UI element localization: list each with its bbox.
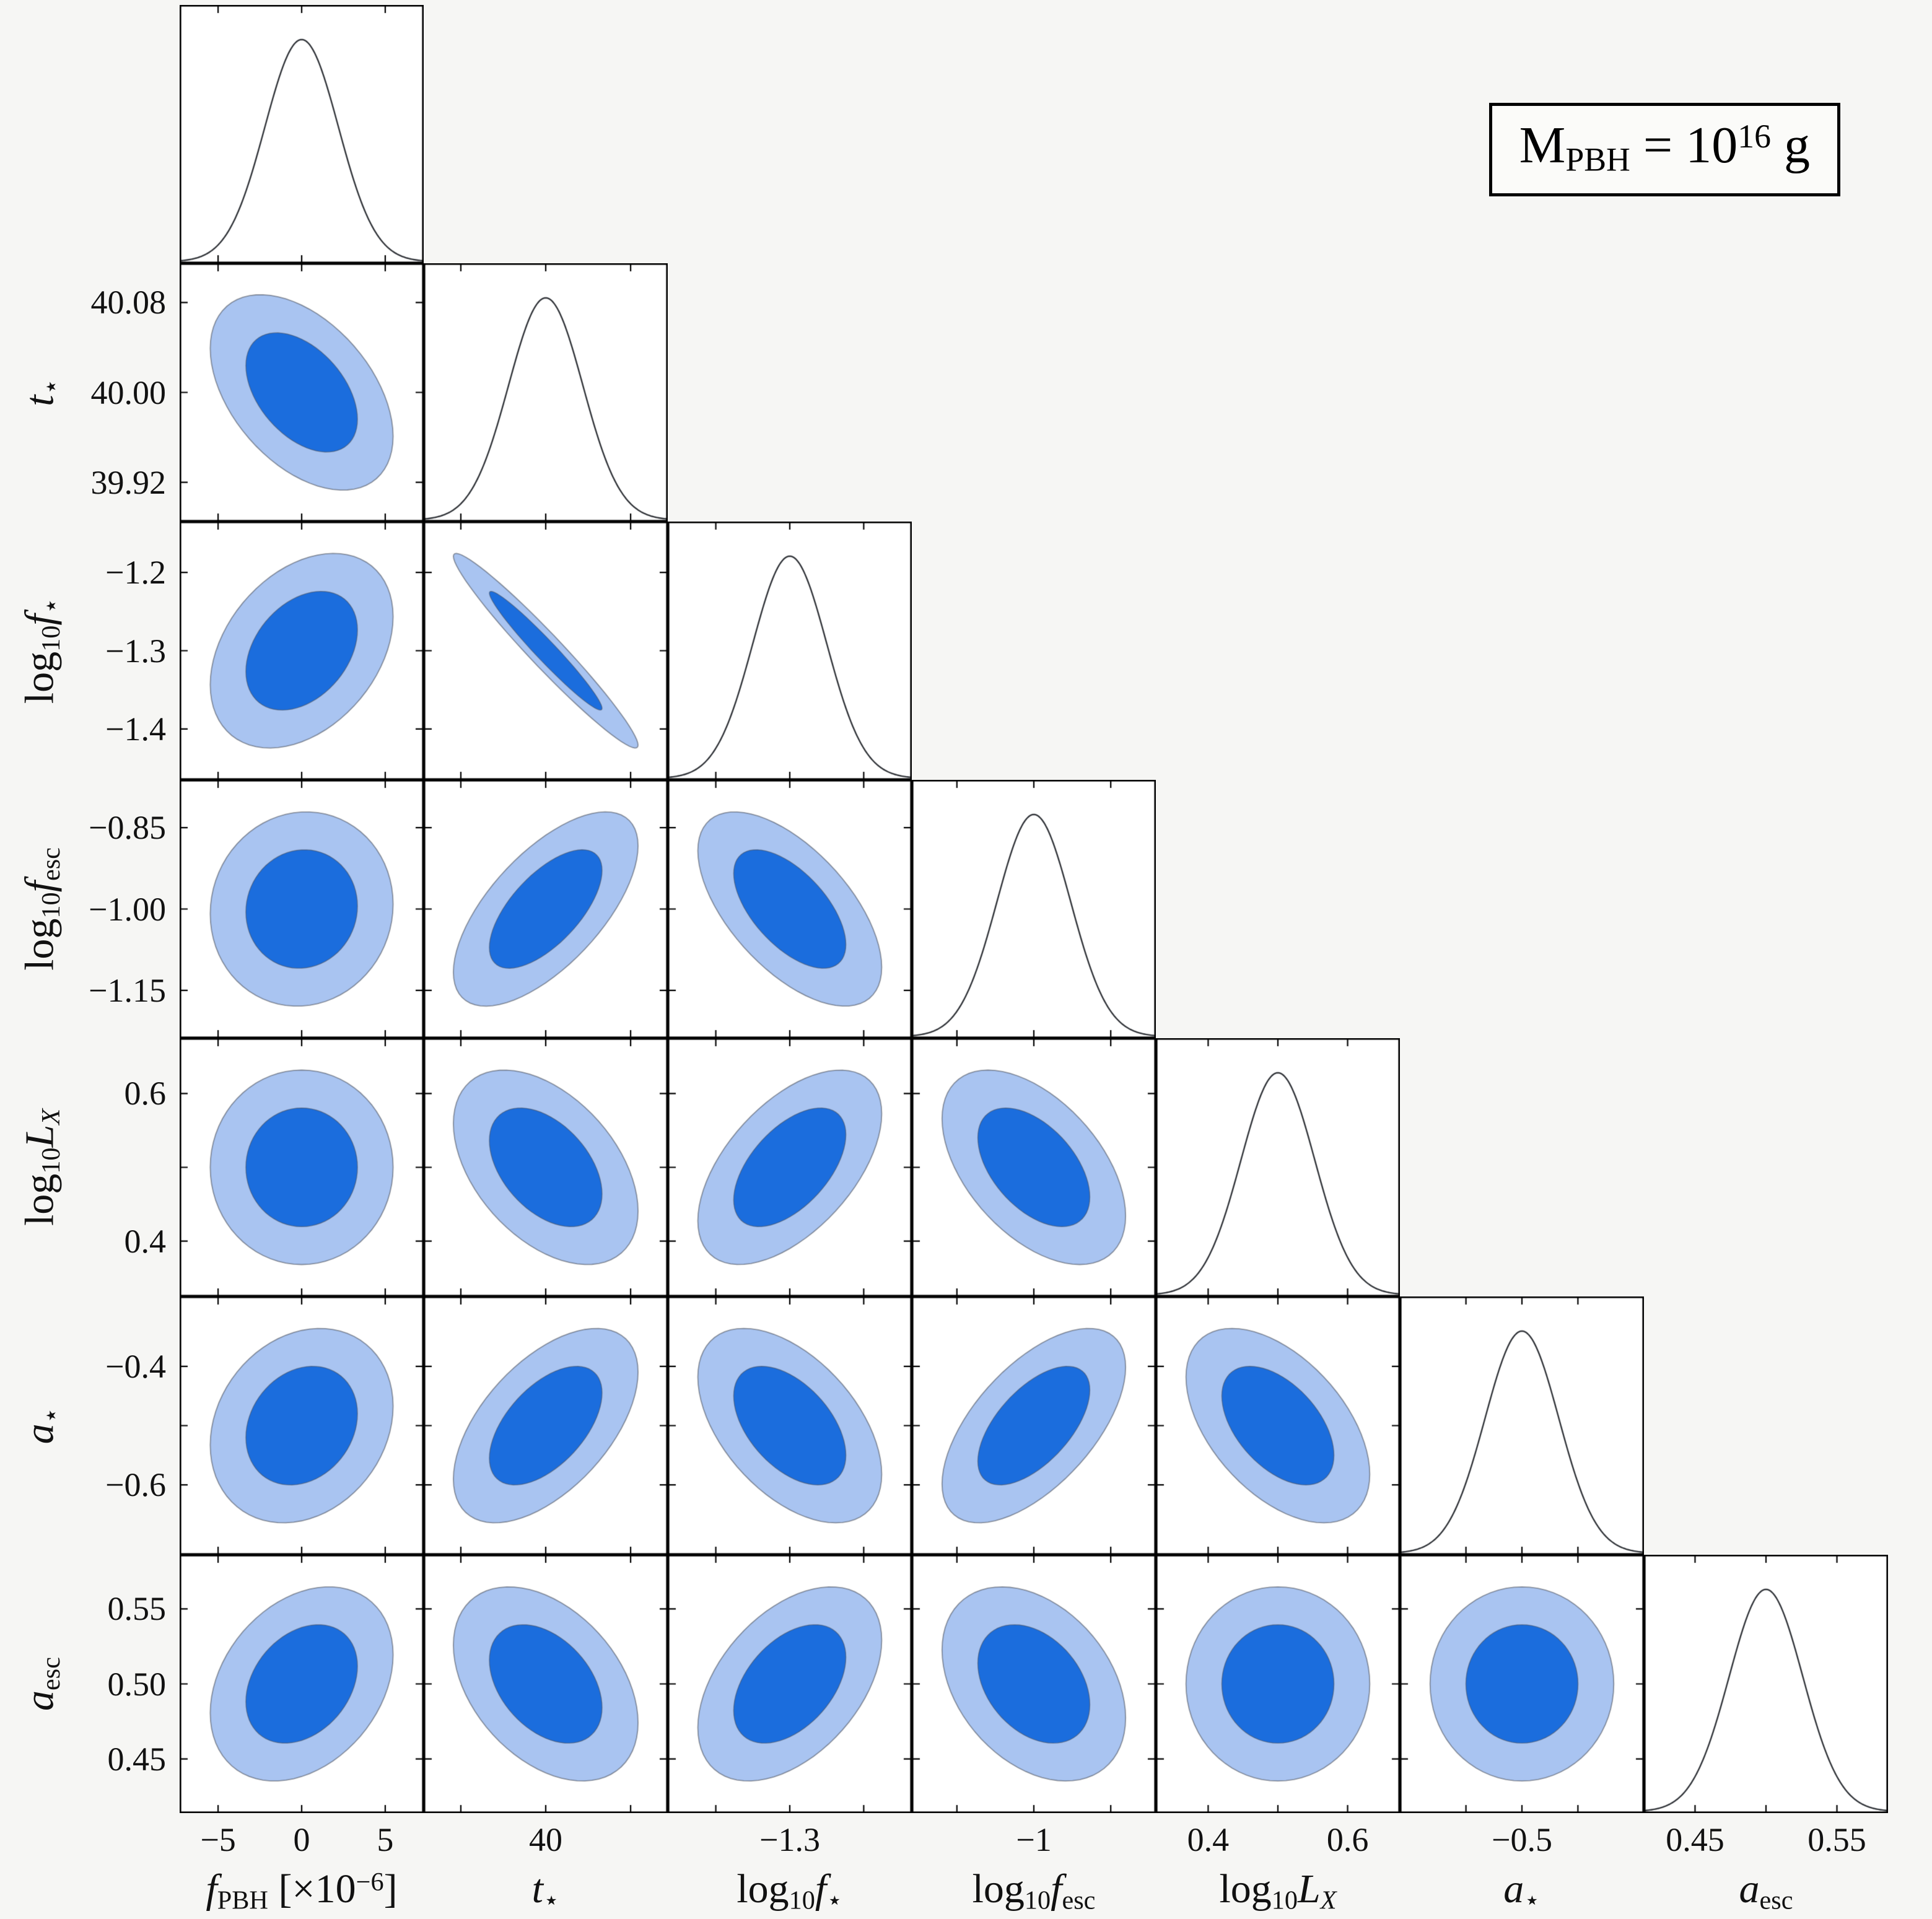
contour-a_esc-vs-log10_f_esc — [912, 1555, 1156, 1813]
x-axis-label-a_esc: aesc — [1739, 1866, 1793, 1915]
y-tick-label-log10_f_esc: −1.00 — [89, 890, 166, 928]
marginal-log10_f_esc — [912, 780, 1156, 1038]
contour-log10_f_esc-vs-f_PBH — [180, 780, 424, 1038]
y-axis-label-log10_f_star: log10f⋆ — [17, 597, 66, 704]
marginal-log10_f_star — [668, 522, 912, 780]
x-axis-label-t_star: t⋆ — [531, 1866, 560, 1915]
x-axis-label-log10_LX: log10LX — [1219, 1866, 1337, 1915]
contour-log10_f_star-vs-f_PBH — [180, 522, 424, 780]
marginal-log10_LX — [1156, 1038, 1400, 1296]
contour-a_esc-vs-log10_f_star — [668, 1555, 912, 1813]
contour-log10_LX-vs-log10_f_esc — [912, 1038, 1156, 1296]
x-axis-label-log10_f_star: log10f⋆ — [737, 1866, 843, 1915]
contour-log10_LX-vs-f_PBH — [180, 1038, 424, 1296]
marginal-a_esc — [1644, 1555, 1888, 1813]
contour-log10_f_esc-vs-t_star — [424, 780, 668, 1038]
y-tick-label-a_star: −0.4 — [105, 1347, 166, 1385]
marginal-t_star — [424, 263, 668, 522]
y-tick-label-t_star: 39.92 — [90, 463, 167, 501]
x-axis-label-a_star: a⋆ — [1503, 1866, 1541, 1915]
x-tick-label-t_star: 40 — [529, 1821, 562, 1858]
y-tick-label-log10_f_esc: −0.85 — [89, 809, 166, 847]
x-axis-label-f_PBH: fPBH [×10−6] — [206, 1866, 398, 1915]
mpbh-annotation: MPBH = 1016 g — [1488, 103, 1840, 196]
contour-a_star-vs-t_star — [424, 1296, 668, 1555]
y-axis-label-a_esc: aesc — [17, 1657, 66, 1711]
y-tick-label-log10_LX: 0.4 — [124, 1222, 167, 1260]
x-tick-label-log10_LX: 0.6 — [1326, 1821, 1369, 1858]
contour-a_star-vs-log10_f_star — [668, 1296, 912, 1555]
y-tick-label-a_esc: 0.50 — [107, 1665, 167, 1703]
y-tick-label-log10_f_esc: −1.15 — [89, 971, 166, 1009]
y-tick-label-log10_f_star: −1.4 — [105, 710, 166, 748]
x-tick-label-a_esc: 0.45 — [1666, 1821, 1724, 1858]
y-tick-label-a_star: −0.6 — [105, 1466, 166, 1504]
y-tick-label-a_esc: 0.55 — [107, 1590, 167, 1628]
x-axis-label-log10_f_esc: log10fesc — [972, 1866, 1096, 1915]
x-tick-label-log10_f_esc: −1 — [1016, 1821, 1052, 1858]
x-tick-label-f_PBH: 5 — [377, 1821, 394, 1858]
y-tick-label-log10_f_star: −1.3 — [105, 632, 166, 670]
marginal-a_star — [1400, 1296, 1644, 1555]
y-axis-label-t_star: t⋆ — [17, 378, 66, 406]
y-axis-label-log10_LX: log10LX — [17, 1108, 66, 1226]
contour-log10_f_esc-vs-log10_f_star — [668, 780, 912, 1038]
marginal-f_PBH — [180, 5, 424, 263]
x-tick-label-f_PBH: 0 — [293, 1821, 310, 1858]
y-tick-label-t_star: 40.08 — [90, 284, 167, 321]
y-axis-label-log10_f_esc: log10fesc — [17, 847, 66, 971]
x-tick-label-a_esc: 0.55 — [1807, 1821, 1866, 1858]
y-tick-label-a_esc: 0.45 — [107, 1740, 167, 1778]
contour-t_star-vs-f_PBH — [180, 263, 424, 522]
contour-a_esc-vs-t_star — [424, 1555, 668, 1813]
y-axis-label-a_star: a⋆ — [17, 1407, 66, 1445]
contour-log10_LX-vs-log10_f_star — [668, 1038, 912, 1296]
contour-a_star-vs-f_PBH — [180, 1296, 424, 1555]
contour-a_esc-vs-log10_LX — [1156, 1555, 1400, 1813]
contour-log10_LX-vs-t_star — [424, 1038, 668, 1296]
x-tick-label-log10_f_star: −1.3 — [759, 1821, 820, 1858]
y-tick-label-t_star: 40.00 — [90, 374, 167, 411]
x-tick-label-log10_LX: 0.4 — [1187, 1821, 1230, 1858]
x-tick-label-a_star: −0.5 — [1492, 1821, 1552, 1858]
x-tick-label-f_PBH: −5 — [200, 1821, 236, 1858]
y-tick-label-log10_LX: 0.6 — [124, 1075, 167, 1112]
contour-a_star-vs-log10_LX — [1156, 1296, 1400, 1555]
contour-a_star-vs-log10_f_esc — [912, 1296, 1156, 1555]
contour-a_esc-vs-a_star — [1400, 1555, 1644, 1813]
y-tick-label-log10_f_star: −1.2 — [105, 554, 166, 592]
contour-a_esc-vs-f_PBH — [180, 1555, 424, 1813]
contour-log10_f_star-vs-t_star — [424, 522, 668, 780]
